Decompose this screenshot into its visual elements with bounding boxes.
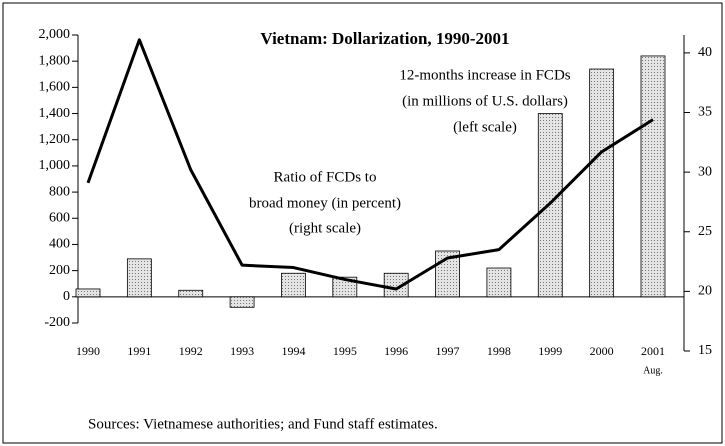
x-tick-label: 1998 — [487, 344, 511, 358]
annotation: Ratio of FCDs to — [274, 169, 377, 185]
y2-tick-label: 15 — [698, 343, 712, 358]
x-tick-label: 1996 — [384, 344, 408, 358]
source: Sources: Vietnamese authorities; and Fun… — [88, 416, 438, 432]
y-tick-label: 1,400 — [39, 106, 71, 121]
bar — [281, 272, 306, 298]
y-tick-label: 1,600 — [39, 80, 71, 95]
y-tick-label: 400 — [49, 237, 70, 252]
bar — [589, 68, 615, 298]
y-tick-label: 2,000 — [39, 27, 71, 42]
bar — [486, 267, 512, 298]
y-tick-label: 1,000 — [39, 158, 71, 173]
bar — [178, 289, 204, 298]
y2-tick-label: 30 — [698, 164, 712, 179]
y2-tick-label: 25 — [698, 224, 712, 239]
chart-title: Vietnam: Dollarization, 1990-2001 — [260, 29, 509, 48]
bar — [126, 258, 152, 298]
x-tick-label: 1995 — [333, 344, 357, 358]
y-tick-label: 200 — [49, 263, 70, 278]
x-tick-note: Aug. — [643, 365, 663, 376]
x-tick-label: 2000 — [590, 344, 614, 358]
x-tick-label: 1999 — [538, 344, 562, 358]
annotation: 12-months increase in FCDs — [399, 67, 570, 83]
bar — [640, 55, 666, 298]
x-tick-label: 1994 — [281, 344, 305, 358]
y-tick-label: 1,200 — [39, 132, 71, 147]
y2-tick-label: 20 — [698, 284, 712, 299]
y-tick-label: 600 — [49, 210, 70, 225]
x-tick-label: 2001 — [641, 344, 665, 358]
y2-tick-label: 35 — [698, 105, 712, 120]
x-tick-label: 1992 — [179, 344, 203, 358]
bar — [383, 272, 409, 298]
bar — [229, 296, 255, 308]
y-tick-label: 0 — [63, 289, 70, 304]
y-tick-label: 800 — [49, 184, 70, 199]
annotation: broad money (in percent) — [249, 195, 401, 211]
x-tick-label: 1991 — [127, 344, 151, 358]
y-tick-label: 1,800 — [39, 53, 71, 68]
annotation: (left scale) — [453, 119, 517, 135]
x-tick-label: 1997 — [436, 344, 460, 358]
x-tick-label: 1990 — [76, 344, 100, 358]
y2-tick-label: 40 — [698, 45, 712, 60]
y-tick-label: -200 — [44, 315, 70, 330]
line — [86, 38, 654, 291]
annotation: (in millions of U.S. dollars) — [402, 93, 568, 109]
bar — [75, 288, 101, 298]
x-tick-label: 1993 — [230, 344, 254, 358]
annotation: (right scale) — [289, 220, 361, 236]
bar — [537, 113, 563, 298]
